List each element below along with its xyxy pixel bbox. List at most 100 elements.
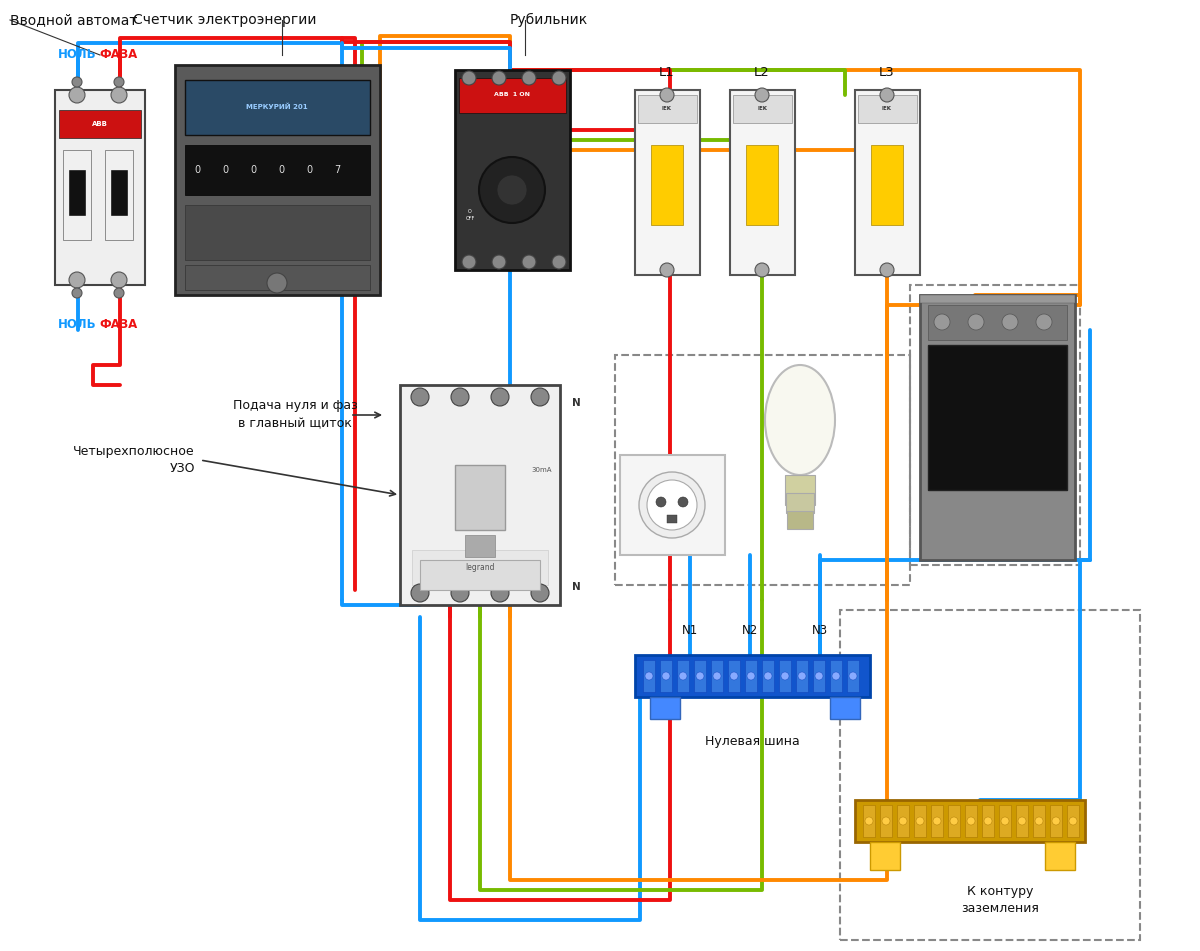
Circle shape	[746, 672, 755, 680]
Ellipse shape	[766, 365, 835, 475]
Bar	[730, 90, 796, 275]
Circle shape	[70, 272, 85, 288]
Bar	[185, 145, 370, 195]
Circle shape	[1001, 817, 1009, 825]
Bar	[762, 660, 774, 692]
Bar	[982, 805, 994, 837]
Bar	[948, 805, 960, 837]
Bar	[863, 805, 875, 837]
Circle shape	[492, 71, 506, 85]
Bar	[616, 355, 910, 585]
Circle shape	[730, 672, 738, 680]
Circle shape	[662, 672, 670, 680]
Bar	[420, 560, 540, 590]
Text: Нулевая шина: Нулевая шина	[704, 735, 799, 748]
Circle shape	[678, 497, 688, 507]
Bar	[185, 80, 370, 135]
Circle shape	[530, 388, 550, 406]
Bar	[112, 170, 127, 215]
Circle shape	[491, 584, 509, 602]
Bar	[870, 842, 900, 870]
Circle shape	[1002, 314, 1018, 330]
Circle shape	[522, 71, 536, 85]
Text: 0: 0	[250, 165, 256, 175]
Circle shape	[798, 672, 806, 680]
Bar	[786, 493, 814, 513]
Circle shape	[451, 388, 469, 406]
Bar	[620, 455, 725, 555]
Bar	[412, 550, 548, 585]
Circle shape	[781, 672, 790, 680]
Bar	[796, 660, 808, 692]
Text: 0: 0	[278, 165, 284, 175]
Bar	[785, 475, 815, 505]
Bar	[847, 660, 859, 692]
Circle shape	[530, 584, 550, 602]
Text: 30mA: 30mA	[532, 467, 552, 473]
Circle shape	[832, 672, 840, 680]
Bar	[466, 535, 496, 557]
Text: IEK: IEK	[882, 106, 892, 110]
Bar	[660, 660, 672, 692]
Text: L3: L3	[880, 66, 895, 79]
Bar	[854, 800, 1085, 842]
Bar	[965, 805, 977, 837]
Bar	[854, 90, 920, 275]
Bar	[840, 610, 1140, 940]
Circle shape	[1052, 817, 1060, 825]
Bar	[650, 145, 683, 225]
Circle shape	[552, 71, 566, 85]
Text: N: N	[572, 398, 581, 408]
Bar	[1033, 805, 1045, 837]
Circle shape	[1034, 817, 1043, 825]
Circle shape	[679, 672, 686, 680]
Circle shape	[1069, 817, 1078, 825]
Circle shape	[815, 672, 823, 680]
Text: IEK: IEK	[662, 106, 672, 110]
Bar	[175, 65, 380, 295]
Bar	[650, 697, 680, 719]
Text: ABB  1 ON: ABB 1 ON	[494, 92, 530, 98]
Bar	[185, 205, 370, 260]
Text: 0: 0	[222, 165, 228, 175]
Text: L2: L2	[754, 66, 770, 79]
Circle shape	[916, 817, 924, 825]
Circle shape	[967, 817, 974, 825]
Circle shape	[899, 817, 907, 825]
Bar	[677, 660, 689, 692]
Text: N: N	[572, 582, 581, 592]
Bar	[1016, 805, 1028, 837]
Text: Счетчик электроэнергии: Счетчик электроэнергии	[133, 13, 317, 27]
Text: ФАЗА: ФАЗА	[100, 319, 138, 332]
Text: legrand: legrand	[466, 562, 494, 572]
Circle shape	[764, 672, 772, 680]
Circle shape	[112, 272, 127, 288]
Bar	[458, 78, 566, 113]
Circle shape	[646, 672, 653, 680]
Bar	[814, 660, 826, 692]
Circle shape	[72, 288, 82, 298]
Bar	[787, 511, 814, 529]
Bar	[830, 697, 860, 719]
Bar	[914, 805, 926, 837]
Circle shape	[410, 584, 430, 602]
Bar	[635, 90, 700, 275]
Bar	[733, 95, 792, 123]
Text: N2: N2	[742, 624, 758, 636]
Bar	[667, 515, 677, 523]
Text: МЕРКУРИЙ 201: МЕРКУРИЙ 201	[246, 104, 308, 110]
Circle shape	[660, 88, 674, 102]
Text: L1: L1	[659, 66, 674, 79]
Bar	[928, 305, 1067, 340]
Bar	[185, 265, 370, 290]
Bar	[910, 285, 1080, 565]
Bar	[455, 465, 505, 530]
Bar	[928, 345, 1067, 490]
Bar	[880, 805, 892, 837]
Bar	[643, 660, 655, 692]
Bar	[858, 95, 917, 123]
Circle shape	[647, 480, 697, 530]
Bar	[1050, 805, 1062, 837]
Circle shape	[656, 497, 666, 507]
Circle shape	[850, 672, 857, 680]
